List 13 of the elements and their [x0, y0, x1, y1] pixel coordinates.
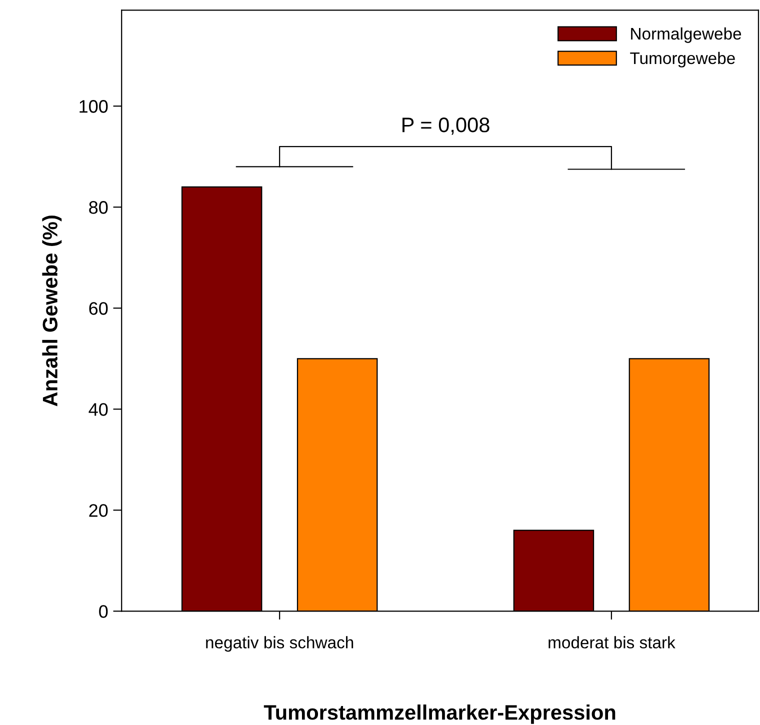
x-axis-title: Tumorstammzellmarker-Expression: [264, 704, 616, 724]
y-tick-label: 40: [88, 403, 108, 416]
legend-label: Tumorgewebe: [630, 52, 735, 68]
y-tick-label: 80: [89, 201, 108, 214]
y-tick-label: 60: [89, 302, 108, 315]
y-tick-label: 100: [80, 100, 108, 113]
y-tick-label: 0: [99, 605, 108, 618]
x-tick-label: negativ bis schwach: [206, 636, 354, 652]
x-tick-label: moderat bis stark: [548, 636, 676, 648]
y-tick-label: 20: [89, 504, 108, 517]
legend-label: Normalgewebe: [631, 27, 742, 43]
y-axis-title: Anzahl Gewebe (%): [42, 216, 62, 406]
annotation: P = 0,008: [402, 118, 490, 135]
